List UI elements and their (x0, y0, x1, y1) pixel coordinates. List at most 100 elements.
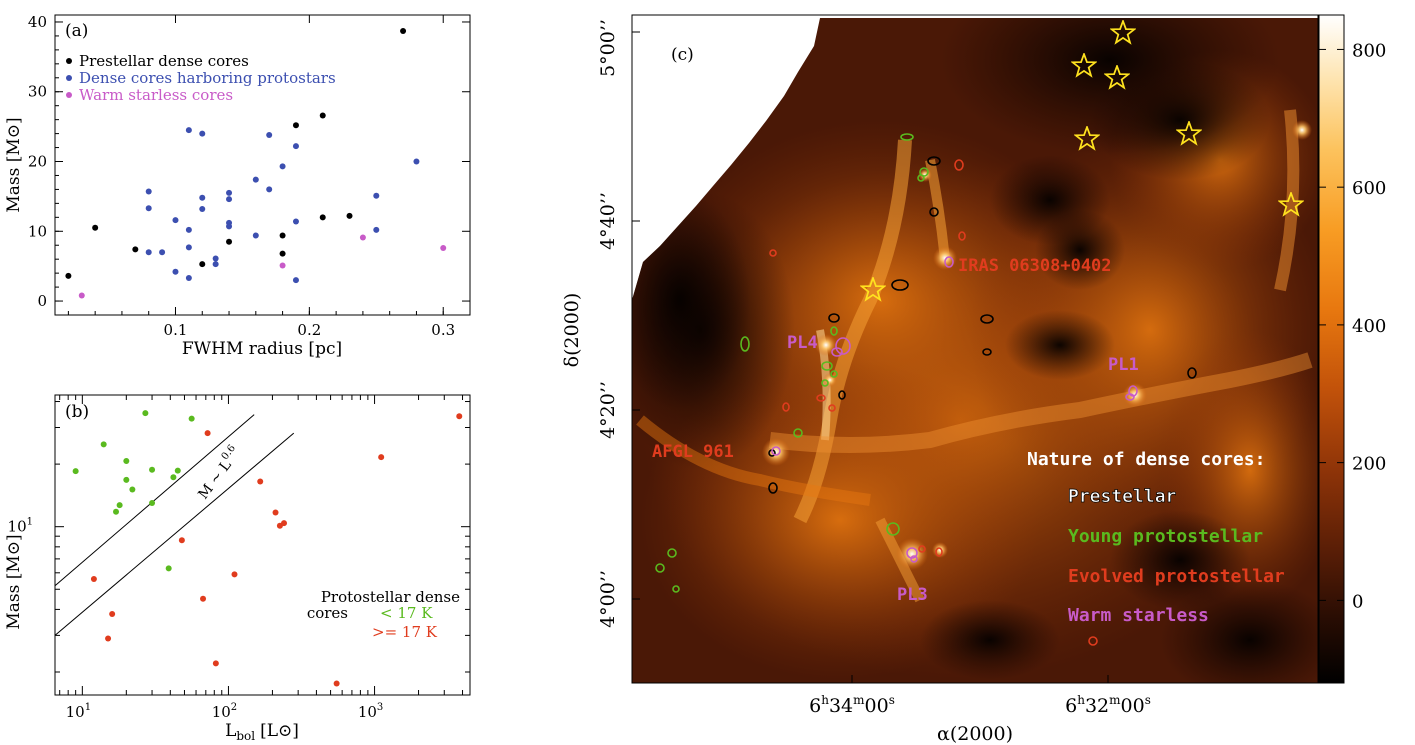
core-young (821, 361, 833, 371)
data-point (292, 122, 299, 129)
panel-b-legend: Protostellar dense cores < 17 K >= 17 K (307, 588, 460, 641)
data-point (72, 468, 79, 475)
data-point (212, 261, 219, 268)
panel-c-ylabel: δ(2000) (561, 293, 583, 368)
ra-m: 34 (829, 695, 853, 717)
panel-b-xlabel-sub: bol (236, 729, 255, 743)
data-point (105, 635, 112, 642)
data-point (100, 441, 107, 448)
y-tick-label: 40 (28, 13, 47, 31)
core-evolved (958, 231, 966, 241)
data-point (109, 611, 116, 618)
data-point (440, 245, 447, 252)
data-point (200, 595, 207, 602)
data-point (188, 415, 195, 422)
core-warm-starless (831, 347, 843, 357)
core-evolved (769, 249, 777, 257)
data-point (279, 262, 286, 269)
core-young (821, 379, 829, 387)
data-point (149, 499, 156, 506)
legend-warm: Warm starless (1068, 605, 1209, 626)
legend-title-line2: cores (307, 604, 348, 622)
data-point (279, 250, 286, 257)
x-tick-label: 0.2 (297, 321, 321, 339)
x-tick-base: 10 (212, 703, 231, 721)
legend-title-line1: Protostellar dense (321, 588, 460, 606)
core-young (886, 522, 900, 536)
x-tick-base: 10 (66, 703, 85, 721)
data-point (279, 163, 286, 170)
data-point (185, 127, 192, 134)
panel-c-label: (c) (671, 45, 694, 65)
colorbar-tick-label: 800 (1352, 40, 1386, 61)
core-prestellar (891, 279, 909, 291)
core-warm-starless (910, 555, 918, 563)
data-point (226, 238, 233, 245)
colorbar: 800 600 400 200 0 (1318, 14, 1386, 684)
data-point (292, 218, 299, 225)
source-label-iras: IRAS 06308+0402 (958, 256, 1112, 276)
ra-s: 00 (1121, 695, 1145, 717)
data-point (413, 158, 420, 165)
data-point (78, 292, 85, 299)
ra-h-unit: h (1077, 693, 1085, 707)
ra-m: 32 (1085, 695, 1109, 717)
colorbar-tick-label: 600 (1352, 178, 1386, 199)
data-point (272, 509, 279, 516)
panel-b-line-label: M ~ L0.6 (193, 443, 244, 502)
x-tick-exp: 3 (377, 702, 383, 713)
x-tick-exp: 2 (231, 702, 237, 713)
panel-b-lines (54, 414, 295, 636)
legend-evolved: Evolved protostellar (1068, 566, 1285, 587)
data-point (257, 478, 264, 485)
data-point (373, 192, 380, 199)
data-point (252, 232, 259, 239)
panel-a-ylabel: Mass [M⊙] (4, 117, 24, 212)
y-tick-label: 20 (28, 153, 47, 171)
data-point (212, 660, 219, 667)
panel-c-source-labels: IRAS 06308+0402 PL4 PL1 AFGL 961 PL3 (652, 256, 1139, 605)
data-point (346, 212, 353, 219)
ra-s-unit: s (1145, 693, 1151, 707)
data-point (145, 188, 152, 195)
ra-label-6h34: 6h34m00s (809, 693, 895, 717)
x-tick-label: 103 (358, 702, 383, 721)
data-point (400, 28, 407, 35)
legend-label-protostars: Dense cores harboring protostars (79, 69, 336, 87)
data-point (185, 226, 192, 233)
core-warm-starless (771, 446, 781, 456)
data-point (231, 571, 238, 578)
core-evolved (816, 394, 826, 402)
data-point (266, 186, 273, 193)
legend-young: Young protostellar (1068, 526, 1263, 547)
data-point (149, 466, 156, 473)
panel-c-ra-labels: 6h34m00s 6h32m00s (809, 693, 1151, 717)
legend-marker-prestellar (66, 58, 72, 64)
data-point (266, 132, 273, 138)
data-point (319, 112, 326, 119)
legend-label-warm: >= 17 K (372, 623, 438, 641)
core-young (830, 326, 838, 336)
data-point (292, 143, 299, 150)
core-prestellar (768, 482, 778, 494)
core-warm-starless (1125, 393, 1135, 401)
panel-b-points (72, 410, 463, 687)
data-point (165, 565, 172, 572)
data-point (226, 189, 233, 196)
y-tick-label: 101 (8, 517, 33, 536)
panel-a-legend: Prestellar dense cores Dense cores harbo… (66, 52, 336, 104)
data-point (142, 410, 149, 417)
panel-c-frame (631, 14, 1319, 684)
colorbar-tick-label: 200 (1352, 454, 1386, 475)
core-young (793, 428, 803, 438)
panel-c-xlabel: α(2000) (937, 723, 1013, 745)
colorbar-gradient (1318, 14, 1345, 684)
x-tick-label: 0.3 (431, 321, 455, 339)
core-prestellar (982, 348, 992, 356)
data-point (226, 223, 233, 230)
data-point (174, 467, 181, 474)
dec-label-500: 5°00’’ (597, 19, 619, 77)
core-evolved (918, 545, 926, 553)
data-point (204, 430, 211, 437)
